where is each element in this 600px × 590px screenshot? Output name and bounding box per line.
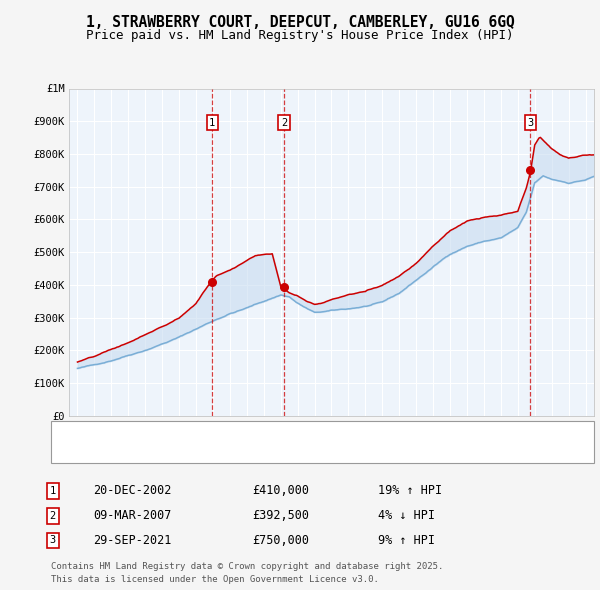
Text: £750,000: £750,000 bbox=[252, 534, 309, 547]
Text: 9% ↑ HPI: 9% ↑ HPI bbox=[378, 534, 435, 547]
Text: This data is licensed under the Open Government Licence v3.0.: This data is licensed under the Open Gov… bbox=[51, 575, 379, 584]
Text: 29-SEP-2021: 29-SEP-2021 bbox=[93, 534, 172, 547]
Text: HPI: Average price, detached house, Surrey Heath: HPI: Average price, detached house, Surr… bbox=[89, 446, 401, 456]
Text: £410,000: £410,000 bbox=[252, 484, 309, 497]
Text: 1: 1 bbox=[50, 486, 56, 496]
Text: Contains HM Land Registry data © Crown copyright and database right 2025.: Contains HM Land Registry data © Crown c… bbox=[51, 562, 443, 571]
Text: 1, STRAWBERRY COURT, DEEPCUT, CAMBERLEY, GU16 6GQ (detached house): 1, STRAWBERRY COURT, DEEPCUT, CAMBERLEY,… bbox=[89, 428, 518, 438]
Text: £392,500: £392,500 bbox=[252, 509, 309, 522]
Text: 09-MAR-2007: 09-MAR-2007 bbox=[93, 509, 172, 522]
Text: 2: 2 bbox=[281, 118, 287, 128]
Text: 4% ↓ HPI: 4% ↓ HPI bbox=[378, 509, 435, 522]
Text: 3: 3 bbox=[527, 118, 533, 128]
Text: 2: 2 bbox=[50, 511, 56, 520]
Text: 1: 1 bbox=[209, 118, 215, 128]
Text: 20-DEC-2002: 20-DEC-2002 bbox=[93, 484, 172, 497]
Text: Price paid vs. HM Land Registry's House Price Index (HPI): Price paid vs. HM Land Registry's House … bbox=[86, 30, 514, 42]
Text: 1, STRAWBERRY COURT, DEEPCUT, CAMBERLEY, GU16 6GQ: 1, STRAWBERRY COURT, DEEPCUT, CAMBERLEY,… bbox=[86, 15, 514, 30]
Text: 3: 3 bbox=[50, 536, 56, 545]
Text: 19% ↑ HPI: 19% ↑ HPI bbox=[378, 484, 442, 497]
